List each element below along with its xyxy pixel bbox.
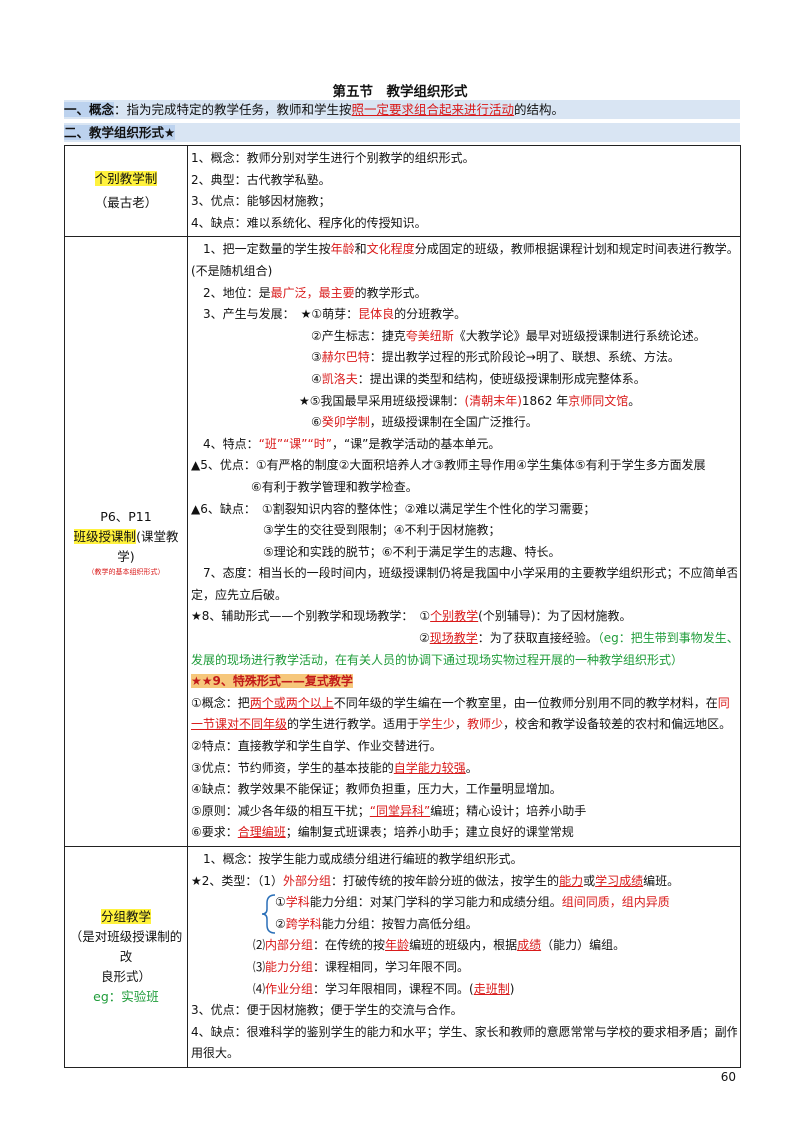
group-note-1: （是对班级授课制的改 xyxy=(69,928,183,964)
classroom-line-6: ▲6、缺点： ①割裂知识内容的整体性；②难以满足学生个性化的学习需要； xyxy=(191,501,596,516)
group-note-2: 良形式） xyxy=(100,968,151,984)
page-title: 第五节 教学组织形式 xyxy=(332,84,468,100)
classroom-line-3f: ⑥癸卯学制，班级授课制在全国广泛推行。 xyxy=(311,415,538,430)
group-line-6: ⑶能力分组：课程相同，学习年限不同。 xyxy=(253,959,470,974)
individual-line: 1、概念：教师分别对学生进行个别教学的组织形式。 xyxy=(191,151,475,165)
group-line-5: ⑵内部分组：在传统的按年龄编班的班级内，根据成绩（能力）编组。 xyxy=(253,938,626,953)
group-label-cell: 分组教学 （是对班级授课制的改 良形式） eg：实验班 xyxy=(64,846,188,1068)
group-line-4: ②跨学科能力分组：按智力高低分组。 xyxy=(275,916,478,931)
classroom-alias: (课堂教学) xyxy=(117,528,179,564)
classroom-line-5b: ⑥有利于教学管理和教学检查。 xyxy=(251,479,418,494)
classroom-line-1: 1、把一定数量的学生按年龄和文化程度分成固定的班级，教师根据课程计划和规定时间表… xyxy=(191,242,737,257)
classroom-line-8c: 发展的现场进行教学活动，在有关人员的协调下通过现场实物过程开展的一种教学组织形式… xyxy=(191,652,684,667)
group-line-1: 1、概念：按学生能力或成绩分组进行编班的教学组织形式。 xyxy=(191,852,523,866)
classroom-content-cell: 1、把一定数量的学生按年龄和文化程度分成固定的班级，教师根据课程计划和规定时间表… xyxy=(187,236,741,847)
classroom-label-cell: P6、P11 班级授课制(课堂教学) （教学的基本组织形式） xyxy=(64,236,188,847)
classroom-line-3c: ③赫尔巴特：提出教学过程的形式阶段论→明了、联想、系统、方法。 xyxy=(311,350,680,365)
classroom-line-c6: ⑥要求：合理编班；编制复式班课表；培养小助手；建立良好的课堂常规 xyxy=(191,825,574,840)
section2-bar: 二、教学组织形式★ xyxy=(64,123,740,142)
classroom-line-c1b: 一节课对不同年级的学生进行教学。适用于学生少，教师少，校舍和教学设备较差的农村和… xyxy=(191,717,732,732)
classroom-line-3e: ★⑤我国最早采用班级授课制：(清朝末年)1862 年京师同文馆。 xyxy=(299,393,641,408)
classroom-line-c2: ②特点：直接教学和学生自学、作业交替进行。 xyxy=(191,739,442,754)
row-group: 分组教学 （是对班级授课制的改 良形式） eg：实验班 1、概念：按学生能力或成… xyxy=(64,846,741,1068)
concept-suffix: 的结构。 xyxy=(514,102,565,117)
concept-label: 一、概念 xyxy=(64,102,115,117)
classroom-line-6c: ⑤理论和实践的脱节；⑥不利于满足学生的志趣、特长。 xyxy=(263,544,561,559)
section2-label: 二、教学组织形式★ xyxy=(64,125,176,140)
individual-name: 个别教学制 xyxy=(94,171,158,187)
classroom-line-4: 4、特点：“班”“课”“时”，“课”是教学活动的基本单元。 xyxy=(191,436,501,451)
classroom-line-7: 7、态度：相当长的一段时间内，班级授课制仍将是我国中小学采用的主要教学组织形式；… xyxy=(191,566,737,581)
classroom-line-8: ★8、辅助形式——个别教学和现场教学： ①个别教学(个别辅导)：为了因材施教。 xyxy=(191,609,632,624)
group-line-3: ①学科能力分组：对某门学科的学习能力和成绩分组。组间同质，组内异质 xyxy=(275,895,670,910)
classroom-line-5: ▲5、优点：①有严格的制度②大面积培养人才③教师主导作用④学生集体⑤有利于学生多… xyxy=(191,458,706,473)
group-content-cell: 1、概念：按学生能力或成绩分组进行编班的教学组织形式。 ★2、类型：（1）外部分… xyxy=(187,846,741,1068)
classroom-tiny-note: （教学的基本组织形式） xyxy=(87,567,165,576)
concept-bar: 一、概念：指为完成特定的教学任务，教师和学生按照一定要求组合起来进行活动的结构。 xyxy=(64,100,740,119)
classroom-line-3d: ④凯洛夫：提出课的类型和结构，使班级授课制形成完整体系。 xyxy=(311,371,646,386)
row-classroom: P6、P11 班级授课制(课堂教学) （教学的基本组织形式） 1、把一定数量的学… xyxy=(64,236,741,847)
classroom-line-c5: ⑤原则：减少各年级的相互干扰；“同堂异科”编班；精心设计；培养小助手 xyxy=(191,803,587,818)
classroom-line-c4: ④缺点：教学效果不能保证；教师负担重，压力大，工作量明显增加。 xyxy=(191,782,562,797)
classroom-line-2: 2、地位：是最广泛，最主要的教学形式。 xyxy=(191,285,427,300)
individual-line: 3、优点：能够因材施教； xyxy=(191,194,331,209)
group-line-9b: 用很大。 xyxy=(191,1046,240,1061)
group-eg: eg：实验班 xyxy=(93,988,159,1004)
group-subtypes: ①学科能力分组：对某门学科的学习能力和成绩分组。组间同质，组内异质 ②跨学科能力… xyxy=(191,892,737,935)
classroom-line-7b: 定，应先立后破。 xyxy=(191,587,288,602)
classroom-line-1b: (不是随机组合) xyxy=(191,263,273,278)
brace-icon xyxy=(261,894,276,934)
classroom-name: 班级授课制 xyxy=(73,528,137,544)
group-line-7: ⑷作业分组：学习年限相同，课程不同。(走班制) xyxy=(253,981,515,996)
organization-table: 个别教学制 （最古老） 1、概念：教师分别对学生进行个别教学的组织形式。 2、典… xyxy=(64,144,741,1068)
concept-emphasis: 照一定要求组合起来进行活动 xyxy=(351,102,515,117)
classroom-line-9: ★★9、特殊形式——复式教学 xyxy=(191,674,353,689)
group-line-2: ★2、类型：（1）外部分组：打破传统的按年龄分班的做法，按学生的能力或学习成绩编… xyxy=(191,873,680,888)
classroom-line-c1: ①概念：把两个或两个以上不同年级的学生编在一个教室里，由一位教师分别用不同的教学… xyxy=(191,695,730,710)
individual-line: 4、缺点：难以系统化、程序化的传授知识。 xyxy=(191,215,427,230)
individual-note: （最古老） xyxy=(94,195,158,211)
classroom-line-6b: ③学生的交往受到限制；④不利于因材施教； xyxy=(263,523,501,538)
row-individual: 个别教学制 （最古老） 1、概念：教师分别对学生进行个别教学的组织形式。 2、典… xyxy=(64,144,741,238)
classroom-line-3b: ②产生标志：捷克夸美纽斯《大教学论》最早对班级授课制进行系统论述。 xyxy=(311,328,706,343)
concept-prefix: ：指为完成特定的教学任务，教师和学生按 xyxy=(114,102,352,117)
group-line-8: 3、优点：便于因材施教；便于学生的交流与合作。 xyxy=(191,1003,463,1018)
individual-content-cell: 1、概念：教师分别对学生进行个别教学的组织形式。 2、典型：古代教学私塾。 3、… xyxy=(187,144,741,238)
individual-line: 2、典型：古代教学私塾。 xyxy=(191,172,331,187)
classroom-line-3: 3、产生与发展： ★①萌芽：昆体良的分班教学。 xyxy=(191,307,467,322)
page-number: 60 xyxy=(720,1070,736,1084)
group-line-9: 4、缺点：很难科学的鉴别学生的能力和水平；学生、家长和教师的意愿常常与学校的要求… xyxy=(191,1024,737,1039)
classroom-line-8b: ②现场教学：为了获取直接经验。（eg：把生带到事物发生、 xyxy=(419,631,737,646)
classroom-line-c3: ③优点：节约师资，学生的基本技能的自学能力较强。 xyxy=(191,760,478,775)
group-name: 分组教学 xyxy=(100,908,151,924)
classroom-ref: P6、P11 xyxy=(100,508,152,524)
individual-label-cell: 个别教学制 （最古老） xyxy=(64,144,188,238)
